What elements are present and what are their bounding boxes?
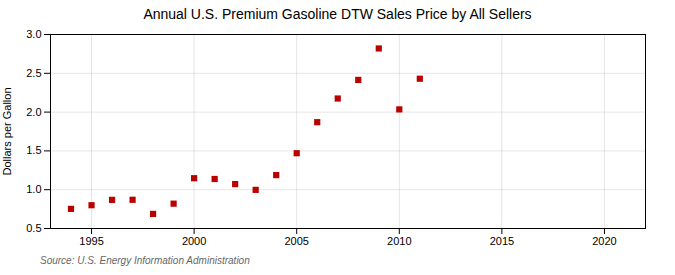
svg-text:Dollars per Gallon: Dollars per Gallon	[1, 87, 13, 175]
html-text:Annual U.S. Premium Gasoline D: Annual U.S. Premium Gasoline DTW Sales P…	[143, 6, 532, 22]
html-text:Source: U.S. Energy Informatio: Source: U.S. Energy Information Administ…	[40, 255, 250, 266]
svg-text:2020: 2020	[592, 235, 616, 247]
svg-text:2015: 2015	[490, 235, 514, 247]
svg-text:1.5: 1.5	[26, 144, 41, 156]
svg-text:0.5: 0.5	[26, 222, 41, 234]
svg-text:1995: 1995	[79, 235, 103, 247]
svg-text:3.0: 3.0	[26, 28, 41, 40]
svg-text:2.0: 2.0	[26, 106, 41, 118]
svg-text:1.0: 1.0	[26, 183, 41, 195]
svg-text:2010: 2010	[387, 235, 411, 247]
svg-text:2000: 2000	[182, 235, 206, 247]
svg-text:2005: 2005	[284, 235, 308, 247]
svg-text:2.5: 2.5	[26, 67, 41, 79]
